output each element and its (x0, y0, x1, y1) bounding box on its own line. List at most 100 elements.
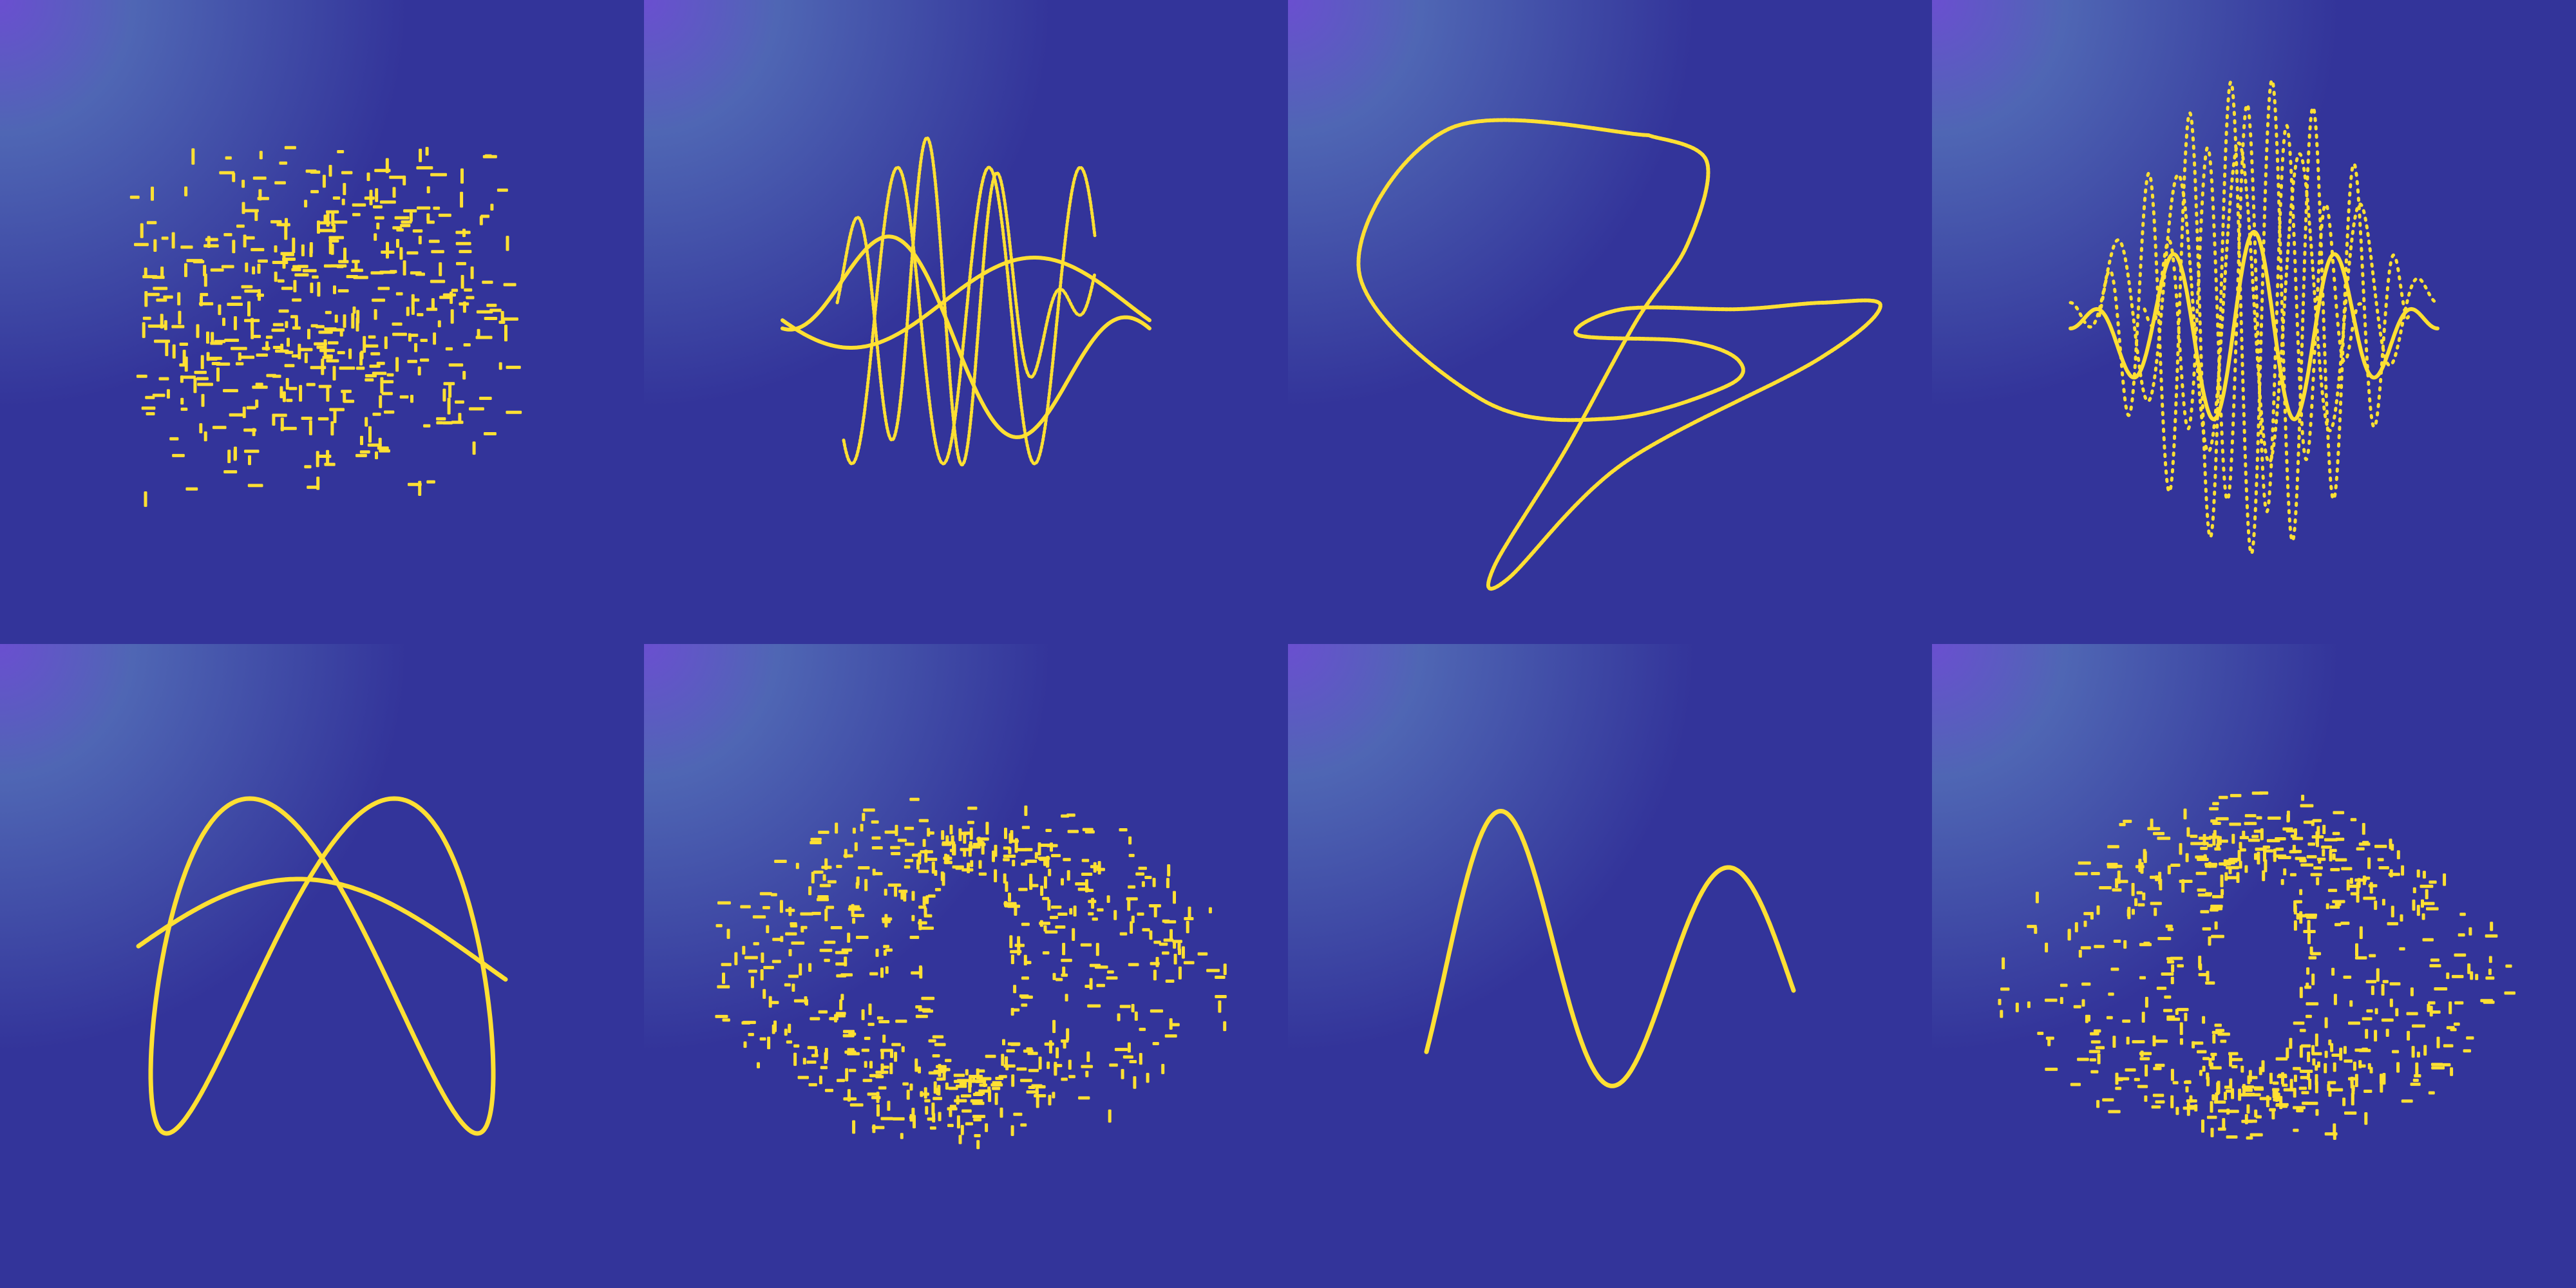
dash-mark (2488, 956, 2492, 963)
dash-mark (2211, 895, 2224, 898)
dash-mark (1066, 870, 1070, 881)
dash-mark (978, 872, 987, 876)
dash-mark (806, 1060, 817, 1064)
dash-mark (144, 267, 147, 278)
dash-mark (2475, 974, 2479, 980)
dash-mark (401, 220, 412, 224)
dash-mark (2186, 827, 2190, 837)
dash-mark (2251, 835, 2259, 838)
dash-mark (817, 895, 829, 898)
dash-mark (840, 994, 844, 1001)
dash-mark (2330, 1043, 2334, 1052)
dash-mark (2396, 1062, 2400, 1073)
dash-mark (1048, 869, 1052, 876)
dash-mark (462, 301, 466, 313)
dash-mark (218, 304, 222, 316)
dash-mark (1043, 858, 1046, 866)
dash-mark (322, 175, 326, 188)
dash-mark (2505, 964, 2512, 968)
dash-mark (2217, 838, 2221, 849)
dash-mark (376, 361, 385, 365)
dash-mark (1215, 976, 1226, 979)
dash-mark (867, 1092, 878, 1096)
dash-mark (341, 198, 345, 205)
dash-mark (1152, 878, 1156, 887)
dash-mark (206, 352, 210, 361)
dash-mark (847, 933, 851, 943)
dash-mark (2261, 1060, 2265, 1072)
dash-mark (2161, 972, 2174, 976)
dash-mark (2195, 855, 2208, 859)
dash-mark (2212, 822, 2221, 825)
dash-mark (1093, 862, 1097, 873)
dash-mark (394, 216, 410, 220)
dash-mark (498, 320, 506, 324)
dash-mark (819, 1075, 822, 1084)
dash-mark (1043, 876, 1047, 889)
dash-mark (791, 983, 795, 992)
dash-mark (2139, 1057, 2150, 1061)
dash-mark (918, 1066, 921, 1074)
dash-mark (418, 236, 422, 245)
dash-mark (810, 837, 822, 841)
dash-mark (171, 325, 185, 328)
dash-mark (430, 173, 448, 176)
dash-mark (2306, 982, 2309, 989)
dash-mark (2412, 887, 2416, 893)
dash-mark (374, 233, 377, 241)
dash-mark (355, 366, 365, 370)
dash-mark (2328, 1039, 2332, 1046)
dash-mark (368, 426, 372, 443)
dash-mark (992, 1086, 1001, 1090)
dash-mark (2334, 923, 2342, 927)
dash-mark (864, 878, 868, 891)
dash-mark (2199, 963, 2202, 971)
dash-mark (1206, 969, 1220, 972)
dash-mark (2344, 1059, 2353, 1063)
dash-mark (869, 1074, 882, 1077)
dash-mark (852, 828, 856, 834)
dash-mark (2045, 942, 2049, 952)
dash-mark (2113, 864, 2123, 868)
dash-mark (2208, 936, 2211, 946)
dotted-wave-line (2098, 78, 2410, 556)
dash-mark (2308, 956, 2317, 960)
dash-mark (904, 826, 914, 830)
dash-mark (999, 1107, 1003, 1118)
dash-mark (172, 344, 176, 359)
dash-mark (784, 983, 791, 987)
dash-mark (319, 229, 336, 232)
dash-mark (2249, 1133, 2263, 1137)
dash-mark (2085, 1014, 2088, 1023)
dash-mark (506, 410, 522, 414)
dash-mark (395, 357, 399, 372)
dash-mark (985, 1123, 989, 1132)
dash-mark (2293, 1066, 2301, 1070)
dash-mark (337, 351, 345, 355)
dash-mark (154, 339, 171, 343)
dash-mark (827, 880, 837, 884)
dash-mark (247, 301, 251, 317)
dash-mark (2218, 839, 2228, 843)
dash-mark (2374, 1030, 2378, 1042)
dash-mark (2134, 898, 2138, 907)
dash-mark (2080, 946, 2091, 950)
dash-mark (1208, 907, 1212, 914)
dash-mark (2470, 971, 2474, 980)
dash-mark (918, 869, 929, 873)
dash-mark (279, 386, 283, 399)
dash-mark (431, 298, 435, 310)
dash-mark (968, 1080, 972, 1093)
dash-mark (744, 956, 758, 960)
dash-mark (1039, 922, 1051, 925)
dash-mark (2342, 1097, 2346, 1106)
dash-mark (2123, 940, 2127, 949)
dash-mark (811, 1054, 819, 1057)
dash-mark (811, 911, 821, 915)
dash-mark (316, 345, 326, 349)
dash-mark (2300, 863, 2314, 867)
dash-mark (2416, 905, 2420, 916)
dash-mark (470, 266, 474, 279)
dash-mark (1998, 999, 2002, 1005)
dash-mark (1097, 861, 1101, 875)
